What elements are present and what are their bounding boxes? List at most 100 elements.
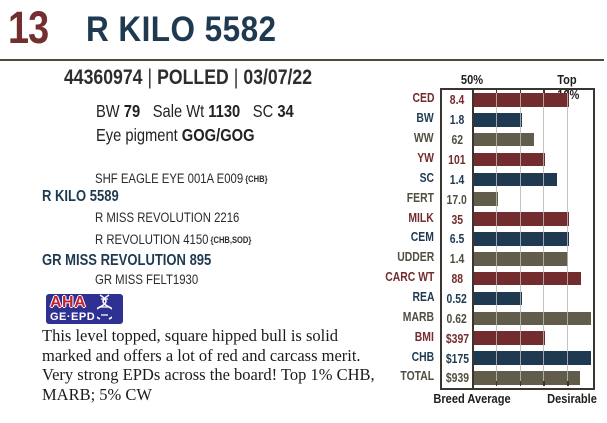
epd-bar xyxy=(474,172,558,187)
sc-label: SC xyxy=(252,101,274,121)
aha-logo-text: AHA GE·EPD xyxy=(50,295,95,323)
epd-bar-track xyxy=(474,289,593,309)
epd-row-value: 1.4 xyxy=(442,169,474,190)
epd-bar-track xyxy=(474,169,593,189)
epd-chart-row: 0.62 xyxy=(442,308,593,329)
epd-row-label: CARC WT xyxy=(384,269,434,285)
epd-bar-track xyxy=(474,368,593,388)
epd-row-label: MARB xyxy=(402,308,434,324)
pedigree-row: R KILO 5589 xyxy=(42,188,119,205)
epd-chart-row: 17.0 xyxy=(442,189,593,210)
epd-chart-row: 101 xyxy=(442,149,593,170)
epd-percentile-chart: 50% Top 10% CEDBWWWYWSCFERTMILKCEMUDDERC… xyxy=(384,70,600,415)
aha-ge-epd-logo: AHA GE·EPD xyxy=(46,293,123,325)
pedigree-suffix: {CHB,SOD} xyxy=(208,235,252,245)
epd-bar xyxy=(474,331,546,345)
epd-chart-row: 8.4 xyxy=(442,90,593,110)
epd-row-value: 0.52 xyxy=(442,288,474,309)
epd-row-value: 6.5 xyxy=(442,229,474,249)
epd-row-label: SC xyxy=(419,169,434,185)
epd-chart-row: 6.5 xyxy=(442,229,593,249)
eye-pigment-line: Eye pigment GOG/GOG xyxy=(96,125,285,146)
pedigree-row: R REVOLUTION 4150 {CHB,SOD} xyxy=(95,232,252,247)
epd-bar xyxy=(474,252,568,266)
epd-bar-track xyxy=(474,328,593,348)
axis-label-desirable: Desirable xyxy=(547,391,597,406)
epd-bar-track xyxy=(474,249,593,269)
animal-name-text: R KILO 5582 xyxy=(86,10,277,49)
epd-bar-track xyxy=(474,130,593,150)
pedigree-row: GR MISS REVOLUTION 895 xyxy=(42,252,212,269)
salewt-value: 1130 xyxy=(208,101,241,121)
epd-row-value: $397 xyxy=(442,328,474,349)
epd-bar-track xyxy=(474,348,593,368)
epd-chart-row: 1.4 xyxy=(442,169,593,190)
registration-line: 44360974 | POLLED | 03/07/22 xyxy=(64,66,359,90)
axis-label-breed-average: Breed Average xyxy=(433,391,511,406)
pedigree-row: GR MISS FELT1930 xyxy=(95,272,199,287)
epd-bar xyxy=(474,311,591,326)
eye-pigment-value: GOG/GOG xyxy=(181,125,255,145)
epd-row-value: 35 xyxy=(442,209,474,230)
sc-value: 34 xyxy=(277,101,294,121)
epd-bar xyxy=(474,152,546,167)
separator: | xyxy=(147,66,153,89)
epd-chart-row: 1.8 xyxy=(442,109,593,130)
birth-date: 03/07/22 xyxy=(243,66,313,89)
epd-row-label: CHB xyxy=(411,348,434,364)
epd-chart-row: 35 xyxy=(442,209,593,230)
epd-row-label: YW xyxy=(417,150,434,165)
epd-row-value: 1.8 xyxy=(442,109,474,130)
aha-logo-line1: AHA xyxy=(50,294,87,311)
description-text: This level topped, square hipped bull is… xyxy=(42,326,375,404)
epd-row-value: 88 xyxy=(442,268,474,289)
pedigree-row: SHF EAGLE EYE 001A E009 {CHB} xyxy=(95,171,268,186)
epd-row-value: $939 xyxy=(442,368,474,388)
epd-bar-track xyxy=(474,110,593,130)
epd-chart-row: 88 xyxy=(442,268,593,289)
epd-bar xyxy=(474,371,580,385)
epd-bar-track xyxy=(474,308,593,328)
epd-row-label: CED xyxy=(412,90,434,106)
horn-status: POLLED xyxy=(157,66,229,89)
epd-row-label: BMI xyxy=(414,328,434,344)
axis-label-50pct: 50% xyxy=(460,72,484,87)
epd-bar-track xyxy=(474,209,593,229)
epd-row-value: 8.4 xyxy=(442,90,474,110)
epd-bar-track xyxy=(474,189,593,209)
epd-row-value: 101 xyxy=(442,149,474,170)
epd-labels-column: CED BW WW YW SC FERT MILK CEM UDDER CARC WT REA MAR… xyxy=(384,88,438,386)
epd-chart-row: $175 xyxy=(442,348,593,369)
aha-logo-line2: GE·EPD xyxy=(50,311,96,323)
animal-name: R KILO 5582 xyxy=(86,10,298,50)
dna-helix-icon xyxy=(93,293,116,325)
epd-bar xyxy=(474,212,570,226)
epd-row-label: REA xyxy=(412,289,434,305)
epd-chart-row: $939 xyxy=(442,368,593,388)
epd-row-value: 1.4 xyxy=(442,248,474,269)
lot-number: 13 xyxy=(8,2,56,54)
epd-chart-row: 1.4 xyxy=(442,248,593,269)
epd-bar xyxy=(474,132,534,147)
epd-chart-row: 0.52 xyxy=(442,288,593,309)
epd-row-value: 17.0 xyxy=(442,189,474,210)
epd-bar-track xyxy=(474,229,593,249)
epd-bar xyxy=(474,291,522,306)
epd-bar xyxy=(474,351,591,365)
epd-row-value: 0.62 xyxy=(442,308,474,329)
epd-bar xyxy=(474,93,570,107)
epd-bar xyxy=(474,113,522,127)
epd-bar xyxy=(474,271,582,286)
registration-number: 44360974 xyxy=(64,66,143,89)
epd-row-label: WW xyxy=(414,130,434,146)
pedigree-row: R MISS REVOLUTION 2216 xyxy=(95,210,240,225)
epd-row-label: CEM xyxy=(410,229,434,245)
pedigree-suffix: {CHB} xyxy=(243,174,268,184)
epd-row-value: 62 xyxy=(442,129,474,150)
separator: | xyxy=(233,66,239,89)
epd-bar-track xyxy=(474,90,593,110)
stats-line: BW 79 Sale Wt 1130 SC 34 xyxy=(96,101,331,122)
epd-row-value: $175 xyxy=(442,348,474,369)
eye-pigment-label: Eye pigment xyxy=(96,125,178,145)
